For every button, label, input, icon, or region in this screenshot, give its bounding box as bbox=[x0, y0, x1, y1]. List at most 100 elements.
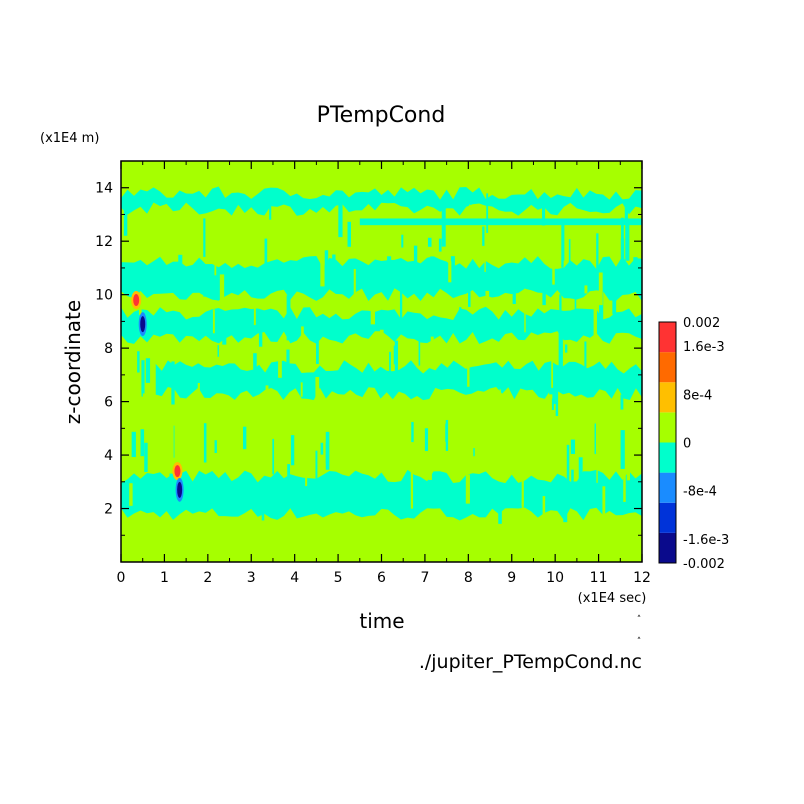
field-streak bbox=[449, 491, 452, 515]
field-streak bbox=[482, 226, 485, 246]
field-streak bbox=[258, 322, 263, 347]
field-streak bbox=[445, 423, 448, 442]
tick-mark: ˄ bbox=[637, 615, 642, 625]
field-streak bbox=[379, 214, 384, 247]
colorbar-swatch bbox=[659, 442, 676, 473]
cyan-band bbox=[121, 255, 642, 302]
field-streak bbox=[387, 256, 392, 272]
field-streak bbox=[129, 483, 133, 506]
field-streak bbox=[541, 194, 546, 226]
y-tick-label: 8 bbox=[104, 341, 113, 357]
contour-field bbox=[121, 161, 642, 562]
field-streak bbox=[625, 222, 630, 261]
colorbar-label: 8e-4 bbox=[683, 388, 712, 403]
field-streak bbox=[212, 309, 215, 334]
field-streak bbox=[465, 474, 470, 504]
field-streak bbox=[467, 360, 470, 387]
field-streak bbox=[592, 275, 597, 290]
field-streak bbox=[315, 377, 320, 420]
colorbar-label: -0.002 bbox=[683, 557, 725, 572]
field-streak bbox=[564, 344, 568, 353]
field-streak bbox=[394, 340, 399, 371]
field-streak bbox=[424, 428, 429, 452]
colorbar-label: 1.6e-3 bbox=[683, 340, 725, 355]
field-streak bbox=[290, 435, 295, 466]
field-streak bbox=[620, 238, 625, 273]
field-streak bbox=[542, 288, 546, 306]
field-streak bbox=[495, 454, 498, 471]
y-tick-label: 14 bbox=[95, 181, 113, 197]
field-streak bbox=[524, 288, 526, 333]
colorbar-label: -1.6e-3 bbox=[683, 533, 729, 548]
field-streak bbox=[287, 464, 291, 488]
y-axis-label: z-coordinate bbox=[61, 300, 85, 424]
y-tick-label: 2 bbox=[104, 502, 113, 518]
field-streak bbox=[379, 329, 384, 365]
coldspot-core bbox=[140, 316, 146, 333]
field-streak bbox=[551, 347, 554, 388]
field-streak bbox=[197, 382, 200, 408]
x-axis-label: time bbox=[359, 609, 404, 633]
field-streak bbox=[320, 442, 324, 455]
field-streak bbox=[342, 408, 346, 434]
field-streak bbox=[624, 206, 628, 220]
x-tick-label: 3 bbox=[247, 570, 256, 586]
field-streak bbox=[566, 444, 570, 490]
x-tick-label: 11 bbox=[590, 570, 608, 586]
field-streak bbox=[632, 403, 636, 418]
y-axis: 2 4 6 8 10 12 14 bbox=[95, 181, 642, 536]
field-streak bbox=[217, 345, 219, 357]
y-unit-label: (x1E4 m) bbox=[40, 131, 99, 146]
field-streak bbox=[265, 247, 267, 291]
cyan-band bbox=[155, 360, 642, 401]
field-streak bbox=[219, 274, 225, 302]
coldspot-core bbox=[177, 481, 183, 498]
field-streak bbox=[203, 265, 208, 294]
colorbar-label: 0 bbox=[683, 437, 691, 452]
x-tick-label: 8 bbox=[464, 570, 473, 586]
field-streak bbox=[347, 221, 352, 247]
field-streak bbox=[181, 377, 183, 389]
field-streak bbox=[325, 250, 329, 267]
x-tick-label: 9 bbox=[507, 570, 516, 586]
field-streak bbox=[369, 387, 373, 423]
hotspot-core bbox=[133, 294, 140, 307]
field-streak bbox=[418, 331, 421, 366]
field-streak bbox=[459, 307, 462, 338]
field-streak bbox=[430, 256, 433, 272]
field-streak bbox=[512, 276, 516, 304]
colorbar-swatch bbox=[659, 322, 676, 353]
field-streak bbox=[430, 336, 434, 362]
field-streak bbox=[301, 326, 304, 365]
x-tick-label: 5 bbox=[334, 570, 343, 586]
field-streak bbox=[428, 438, 432, 480]
x-tick-label: 10 bbox=[546, 570, 564, 586]
field-streak bbox=[438, 238, 442, 252]
field-streak bbox=[450, 256, 455, 268]
colorbar-swatch bbox=[659, 472, 676, 503]
field-streak bbox=[136, 322, 139, 339]
colorbar-swatch bbox=[659, 532, 676, 563]
colorbar: 0.002 1.6e-3 8e-4 0 -8e-4 -1.6e-3 -0.002 bbox=[658, 316, 729, 572]
field-streak bbox=[320, 257, 325, 287]
field-streak bbox=[286, 349, 290, 389]
field-streak bbox=[551, 398, 554, 410]
field-streak bbox=[468, 267, 471, 307]
field-streak bbox=[169, 473, 173, 483]
cyan-band bbox=[121, 186, 642, 216]
field-streak bbox=[448, 261, 452, 283]
field-streak bbox=[542, 496, 546, 532]
colorbar-swatch bbox=[659, 352, 676, 383]
field-streak bbox=[593, 302, 597, 338]
field-streak bbox=[561, 225, 564, 268]
field-streak bbox=[410, 469, 414, 509]
field-streak bbox=[620, 430, 625, 469]
field-streak bbox=[265, 385, 269, 424]
x-tick-label: 1 bbox=[160, 570, 169, 586]
field-streak bbox=[316, 325, 319, 364]
y-tick-label: 10 bbox=[95, 288, 113, 304]
field-streak bbox=[222, 322, 227, 345]
field-streak bbox=[568, 239, 571, 271]
field-streak bbox=[599, 288, 604, 324]
